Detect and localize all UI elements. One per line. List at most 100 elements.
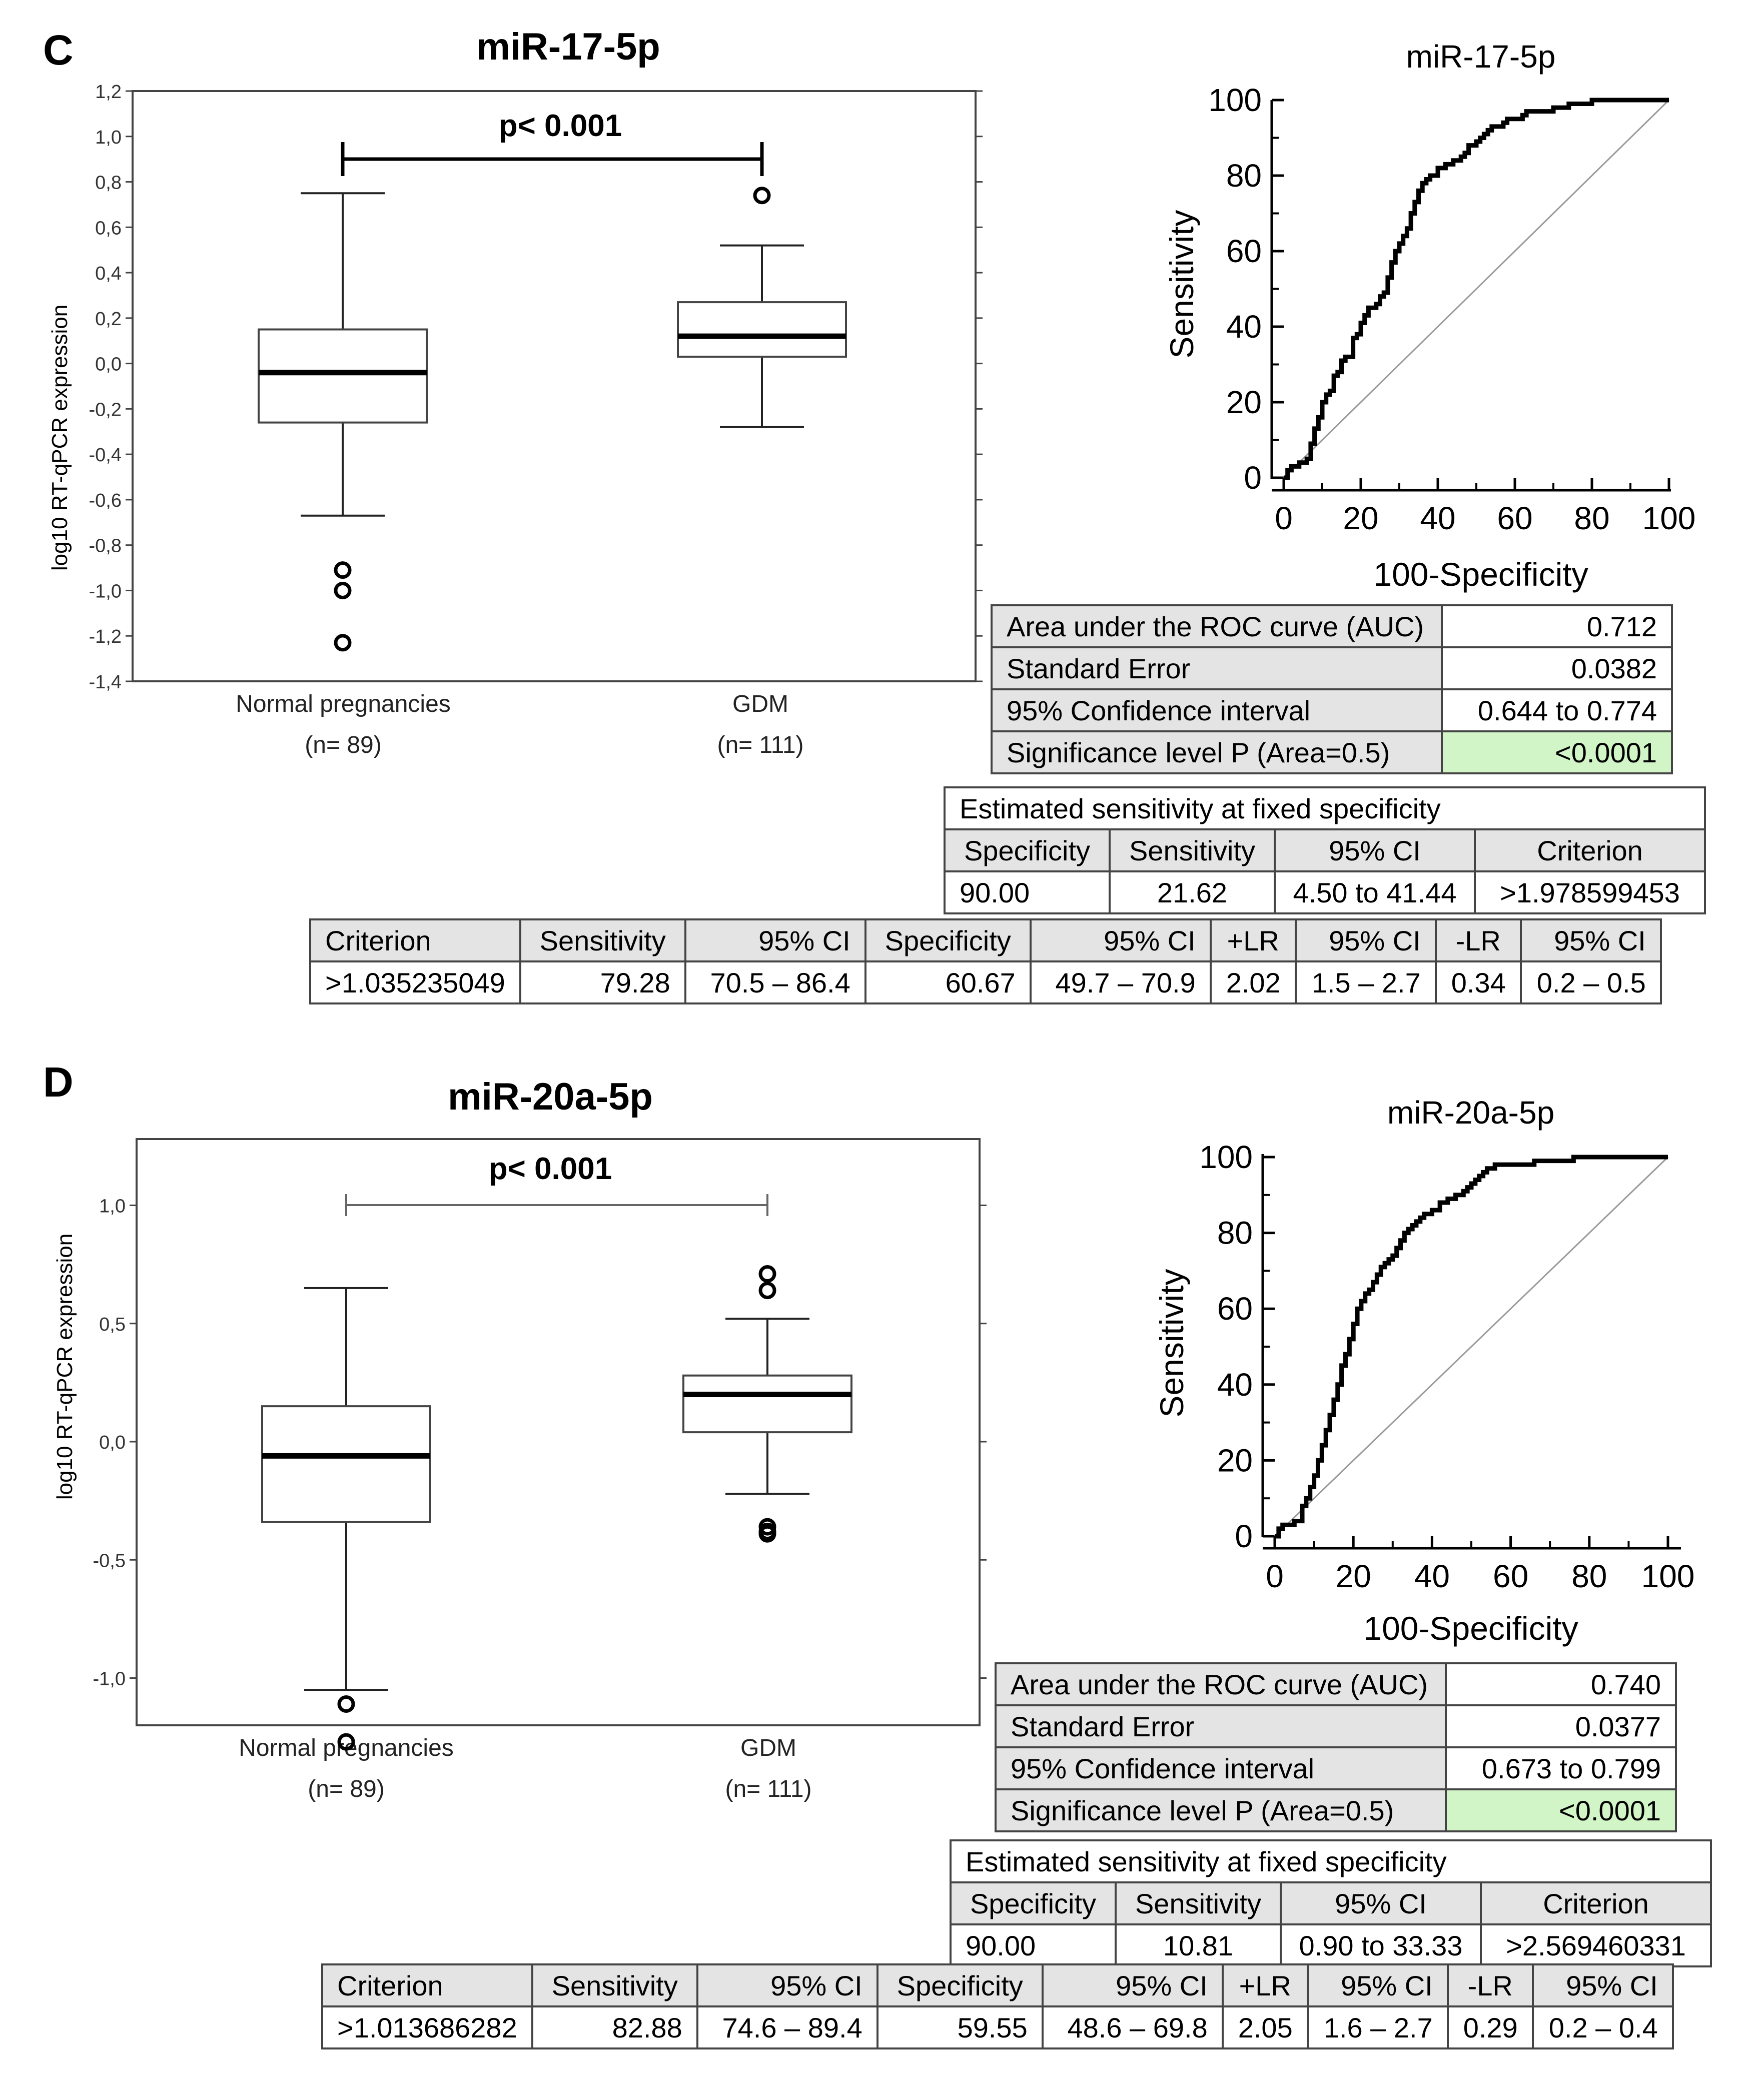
x-tick-label: 0 bbox=[1266, 1558, 1284, 1594]
criterion-header-cell: Criterion bbox=[321, 1963, 533, 2007]
roc-ticks: 0 20 40 60 80 100 100 80 60 40 20 0 bbox=[1199, 1139, 1694, 1594]
panel-c: C miR-17-5p log10 RT-qPCR expression Nor… bbox=[43, 26, 1706, 1004]
outlier-point bbox=[758, 1525, 776, 1543]
y-tick-label: 0,2 bbox=[95, 309, 122, 330]
y-tick-label: 0,6 bbox=[95, 218, 122, 239]
panel-letter: D bbox=[43, 1059, 74, 1106]
y-tick-label: 60 bbox=[1217, 1291, 1253, 1327]
criterion-cell: 2.05 bbox=[1221, 2005, 1309, 2049]
outlier-point bbox=[334, 581, 352, 599]
x-tick-label: 100 bbox=[1641, 1558, 1695, 1594]
criterion-cell: 0.34 bbox=[1434, 960, 1522, 1004]
panel-c-chart-canvas: 1,2 1,0 0,8 0,6 0,4 0,2 0,0 -0,2 -0,4 -0,6 -0,8 -1,… bbox=[89, 82, 1696, 693]
outlier-point bbox=[758, 1282, 776, 1300]
criterion-cell: 1.5 – 2.7 bbox=[1294, 960, 1437, 1004]
fixed-header-cell: 95% CI bbox=[1274, 828, 1476, 872]
y-tick-label: 20 bbox=[1217, 1442, 1253, 1478]
boxplot-title: miR-17-5p bbox=[476, 26, 660, 68]
boxplot-d: 1,0 0,5 0,0 -0,5 -1,0 p< 0.001 bbox=[93, 1138, 987, 1751]
boxplot-y-ticks: 1,2 1,0 0,8 0,6 0,4 0,2 0,0 -0,2 -0,4 -0,6 -0,8 -1,… bbox=[89, 82, 983, 693]
criterion-header-cell: 95% CI bbox=[1041, 1963, 1224, 2007]
y-tick-label: 40 bbox=[1226, 309, 1262, 345]
auc-row: Area under the ROC curve (AUC) 0.740 bbox=[995, 1662, 1677, 1706]
ci-row: 95% Confidence interval 0.644 to 0.774 bbox=[991, 688, 1673, 732]
y-tick-label: 0,0 bbox=[95, 354, 122, 375]
se-row: Standard Error 0.0382 bbox=[991, 646, 1673, 690]
panel-d: D miR-20a-5p log10 RT-qPCR expression No… bbox=[0, 1044, 1764, 2088]
criterion-cell: 74.6 – 89.4 bbox=[696, 2005, 878, 2049]
fixed-cell: >2.569460331 bbox=[1480, 1923, 1712, 1967]
boxplot-y-ticks: 1,0 0,5 0,0 -0,5 -1,0 bbox=[93, 1196, 987, 1690]
criterion-header-cell: 95% CI bbox=[1029, 918, 1212, 962]
panel-letter: C bbox=[43, 27, 74, 74]
panel-d-chart-canvas: 1,0 0,5 0,0 -0,5 -1,0 p< 0.001 0 20 40 60 80 100 1… bbox=[93, 1138, 1694, 1751]
y-tick-label: 1,0 bbox=[99, 1196, 126, 1217]
significance-label: Significance level P (Area=0.5) bbox=[995, 1788, 1447, 1832]
x-tick-label: 40 bbox=[1414, 1558, 1450, 1594]
y-tick-label: 0 bbox=[1235, 1518, 1253, 1554]
criterion-header-cell: Sensitivity bbox=[519, 918, 686, 962]
fixed-cell: 90.00 bbox=[950, 1923, 1117, 1967]
fixed-cell: >1.978599453 bbox=[1474, 870, 1706, 914]
criterion-cell: 0.2 – 0.5 bbox=[1519, 960, 1662, 1004]
criterion-header-cell: 95% CI bbox=[1294, 918, 1437, 962]
group-n-gdm: (n= 111) bbox=[717, 732, 804, 758]
fixed-header-row: Specificity Sensitivity 95% CI Criterion bbox=[950, 1881, 1712, 1925]
fixed-data-row: 90.00 10.81 0.90 to 33.33 >2.569460331 bbox=[950, 1923, 1712, 1967]
criterion-cell: 79.28 bbox=[519, 960, 686, 1004]
criterion-cell: 82.88 bbox=[531, 2005, 698, 2049]
criterion-data-row: >1.013686282 82.88 74.6 – 89.4 59.55 48.… bbox=[321, 2005, 1674, 2049]
roc-curve bbox=[1275, 1155, 1668, 1539]
pvalue-label: p< 0.001 bbox=[499, 109, 622, 143]
group-label-normal: Normal pregnancies bbox=[236, 691, 451, 717]
significance-value: <0.0001 bbox=[1441, 730, 1673, 774]
roc-c: 0 20 40 60 80 100 100 80 60 40 20 0 bbox=[1208, 82, 1695, 536]
se-value: 0.0382 bbox=[1441, 646, 1673, 690]
criterion-header-cell: -LR bbox=[1446, 1963, 1534, 2007]
y-tick-label: 0,0 bbox=[99, 1432, 126, 1453]
y-tick-label: -0,5 bbox=[93, 1550, 126, 1571]
se-value: 0.0377 bbox=[1445, 1704, 1677, 1748]
outlier-point bbox=[337, 1695, 355, 1713]
criterion-header-cell: 95% CI bbox=[684, 918, 866, 962]
roc-curve bbox=[1284, 98, 1669, 480]
y-tick-label: 0,5 bbox=[99, 1314, 126, 1335]
roc-x-axis-label: 100-Specificity bbox=[1373, 556, 1588, 593]
iqr-box bbox=[258, 328, 428, 424]
x-tick-label: 100 bbox=[1642, 500, 1696, 536]
criterion-table: Criterion Sensitivity 95% CI Specificity… bbox=[321, 1963, 1674, 2049]
criterion-header-cell: 95% CI bbox=[1519, 918, 1662, 962]
criterion-header-row: Criterion Sensitivity 95% CI Specificity… bbox=[321, 1963, 1674, 2007]
auc-row: Area under the ROC curve (AUC) 0.712 bbox=[991, 604, 1673, 648]
criterion-cell: 2.02 bbox=[1209, 960, 1297, 1004]
se-label: Standard Error bbox=[991, 646, 1443, 690]
y-tick-label: 0,8 bbox=[95, 173, 122, 194]
outlier-point bbox=[758, 1265, 776, 1283]
fixed-header-cell: Criterion bbox=[1480, 1881, 1712, 1925]
iqr-box bbox=[682, 1374, 852, 1434]
y-tick-label: -0,8 bbox=[89, 536, 122, 557]
criterion-cell: 48.6 – 69.8 bbox=[1041, 2005, 1224, 2049]
y-tick-label: -1,0 bbox=[89, 581, 122, 602]
y-tick-label: 0,4 bbox=[95, 263, 122, 284]
fixed-header-cell: Sensitivity bbox=[1115, 1881, 1282, 1925]
x-tick-label: 60 bbox=[1493, 1558, 1528, 1594]
iqr-box bbox=[677, 301, 847, 358]
y-tick-label: 80 bbox=[1217, 1215, 1253, 1251]
group-label-gdm: GDM bbox=[740, 1735, 796, 1761]
roc-d: 0 20 40 60 80 100 100 80 60 40 20 0 bbox=[1199, 1139, 1694, 1594]
criterion-cell: 1.6 – 2.7 bbox=[1306, 2005, 1449, 2049]
roc-title: miR-17-5p bbox=[1406, 39, 1556, 75]
y-tick-label: 1,0 bbox=[95, 127, 122, 148]
y-tick-label: 100 bbox=[1199, 1139, 1253, 1175]
x-tick-label: 80 bbox=[1574, 500, 1609, 536]
significance-row: Significance level P (Area=0.5) <0.0001 bbox=[991, 730, 1673, 774]
fixed-cell: 4.50 to 41.44 bbox=[1274, 870, 1476, 914]
roc-reference-line bbox=[1283, 99, 1670, 479]
fixed-title-row: Estimated sensitivity at fixed specifici… bbox=[950, 1839, 1712, 1883]
auc-label: Area under the ROC curve (AUC) bbox=[991, 604, 1443, 648]
fixed-specificity-table: Estimated sensitivity at fixed specifici… bbox=[950, 1839, 1712, 1967]
criterion-header-cell: 95% CI bbox=[1531, 1963, 1674, 2007]
fixed-table-title: Estimated sensitivity at fixed specifici… bbox=[950, 1839, 1712, 1883]
y-tick-label: -0,4 bbox=[89, 445, 122, 466]
